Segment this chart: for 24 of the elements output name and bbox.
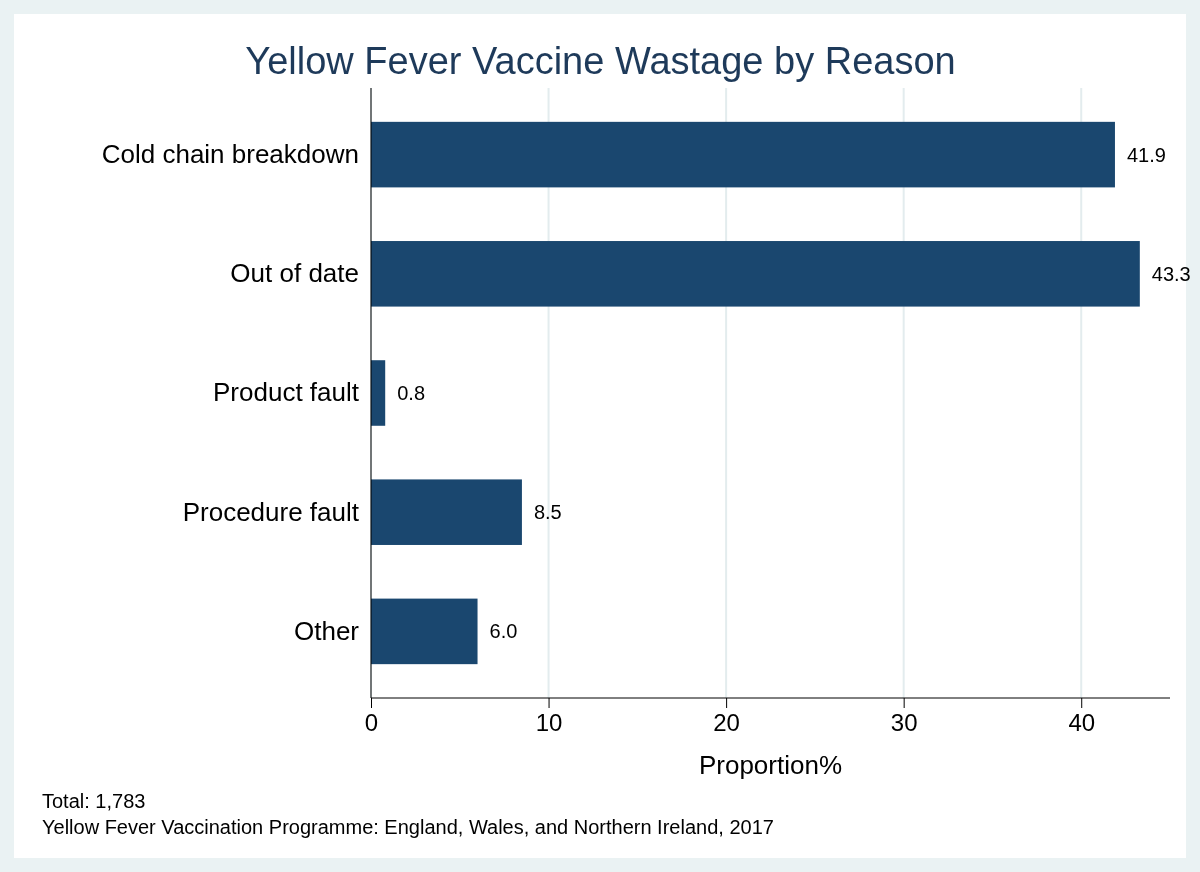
bar: [371, 479, 522, 545]
x-tick-label: 10: [535, 709, 563, 737]
chart-title: Yellow Fever Vaccine Wastage by Reason: [245, 40, 956, 82]
data-label: 41.9: [1126, 143, 1166, 166]
x-tick-label: 20: [713, 709, 740, 737]
data-label: 0.8: [397, 382, 426, 404]
data-label: 8.5: [533, 501, 562, 524]
y-tick-label: Other: [293, 615, 360, 646]
bar: [371, 360, 386, 426]
data-label: 43.3: [1151, 262, 1191, 285]
x-tick-label: 40: [1068, 709, 1096, 737]
y-tick-label: Procedure fault: [182, 496, 360, 527]
x-axis-title: Proportion%: [698, 750, 843, 780]
text: Total: 1,783: [42, 790, 146, 812]
text: Yellow Fever Vaccination Programme: England, Wales, and Northern Ireland, 2017: [42, 816, 774, 838]
bar: [371, 241, 1140, 307]
bar: [371, 121, 1115, 188]
x-tick-label: 30: [890, 709, 918, 737]
y-tick-label: Out of date: [230, 258, 359, 289]
y-tick-label: Cold chain breakdown: [101, 138, 359, 169]
bar: [371, 598, 478, 665]
x-tick-label: 0: [364, 709, 379, 737]
data-label: 6.0: [489, 620, 518, 643]
y-tick-label: Product fault: [213, 377, 360, 408]
